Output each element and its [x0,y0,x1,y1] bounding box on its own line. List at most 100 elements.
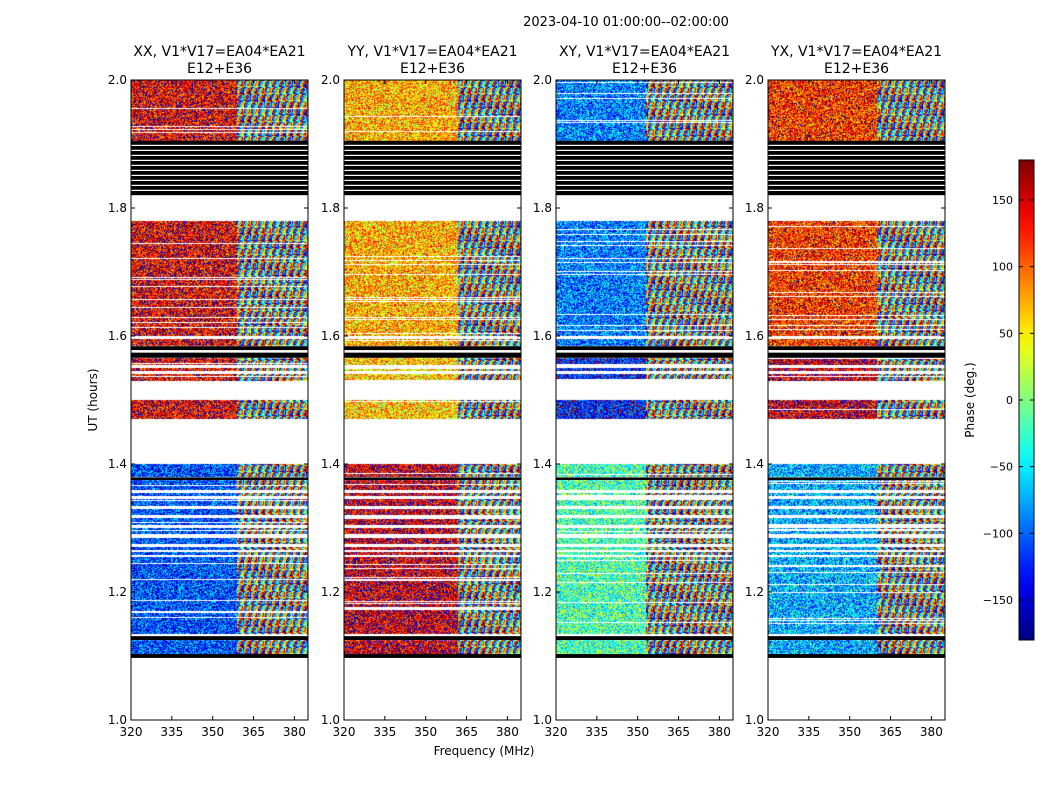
x-tick-label: 350 [626,725,649,739]
panel-title-line2: E12+E36 [612,61,677,77]
flagged-row-gap [768,189,945,191]
x-tick-label: 365 [667,725,690,739]
x-tick-label: 365 [242,725,265,739]
flagged-row-gap [556,169,733,171]
flagged-row-gap [556,164,733,166]
flagged-row [131,346,308,351]
flagged-row [556,477,733,480]
y-tick-label: 1.4 [321,457,340,471]
flagged-row-gap [768,169,945,171]
x-tick-label: 365 [455,725,478,739]
x-axis-label: Frequency (MHz) [434,744,535,758]
flagged-row [556,346,733,351]
y-tick-label: 1.6 [745,329,764,343]
colorbar: 150 100 50 0 −50 −100 −150 [983,159,1035,641]
y-tick-label: 2.0 [533,73,552,87]
flagged-row-gap [344,189,521,191]
flagged-row [344,140,521,196]
flagged-row [131,352,308,358]
y-tick-label: 1.0 [533,713,552,727]
colorbar-label: Phase (deg.) [963,362,977,437]
x-tick-label: 380 [708,725,731,739]
flagged-row-gap [344,154,521,156]
flagged-row-gap [131,169,308,171]
y-tick-label: 1.2 [108,585,127,599]
flagged-row-gap [344,164,521,166]
flagged-row-gap [768,149,945,151]
x-tick-label: 350 [414,725,437,739]
flagged-row-gap [768,179,945,181]
x-tick-label: 350 [838,725,861,739]
panel-frame [555,79,734,721]
flagged-row [344,654,521,658]
flagged-row-gap [344,174,521,176]
y-tick-label: 1.4 [533,457,552,471]
y-tick-label: 1.2 [745,585,764,599]
flagged-row-gap [131,174,308,176]
y-tick-label: 2.0 [321,73,340,87]
flagged-row [344,346,521,351]
flagged-row [768,477,945,480]
colorbar-tick-label: −50 [990,461,1013,474]
flagged-row [344,352,521,358]
flagged-row-gap [556,174,733,176]
y-tick-label: 1.6 [533,329,552,343]
panel-title-line2: E12+E36 [400,61,465,77]
colorbar-tick-label: 100 [992,261,1013,274]
flagged-row-gap [556,154,733,156]
flagged-row-gap [344,184,521,186]
y-tick-label: 1.6 [321,329,340,343]
x-tick-label: 380 [496,725,519,739]
x-tick-label: 320 [333,725,356,739]
panel-title-line1: YY, V1*V17=EA04*EA21 [346,44,517,60]
y-tick-label: 1.8 [533,201,552,215]
flagged-row-gap [556,159,733,161]
x-tick-label: 320 [757,725,780,739]
panel-title-line2: E12+E36 [824,61,889,77]
y-axis-label: UT (hours) [86,368,100,431]
flagged-row [556,654,733,658]
flagged-row [768,636,945,640]
panel-title-line1: XY, V1*V17=EA04*EA21 [559,44,730,60]
y-tick-label: 1.0 [108,713,127,727]
x-tick-label: 380 [920,725,943,739]
flagged-row-gap [768,164,945,166]
x-tick-label: 320 [120,725,143,739]
flagged-row-gap [556,149,733,151]
flagged-row-gap [768,154,945,156]
x-tick-label: 380 [283,725,306,739]
flagged-row-gap [556,184,733,186]
x-tick-label: 335 [373,725,396,739]
flagged-row-gap [131,154,308,156]
flagged-row-gap [131,159,308,161]
y-tick-label: 1.2 [321,585,340,599]
y-tick-label: 1.4 [745,457,764,471]
flagged-row [344,636,521,640]
y-tick-label: 2.0 [108,73,127,87]
flagged-row-gap [556,144,733,146]
flagged-row [768,352,945,358]
y-tick-label: 2.0 [745,73,764,87]
flagged-row [768,654,945,658]
colorbar-tick-label: 0 [1006,394,1013,407]
flagged-row [556,636,733,640]
y-tick-label: 1.2 [533,585,552,599]
y-tick-label: 1.6 [108,329,127,343]
flagged-row [344,477,521,480]
flagged-row-gap [556,189,733,191]
flagged-row-gap [344,149,521,151]
panel-frame [767,79,946,721]
y-tick-label: 1.4 [108,457,127,471]
flagged-row-gap [768,184,945,186]
panel-frame [130,79,309,721]
x-tick-label: 335 [160,725,183,739]
flagged-row-gap [131,149,308,151]
x-tick-label: 350 [201,725,224,739]
flagged-row [556,140,733,196]
